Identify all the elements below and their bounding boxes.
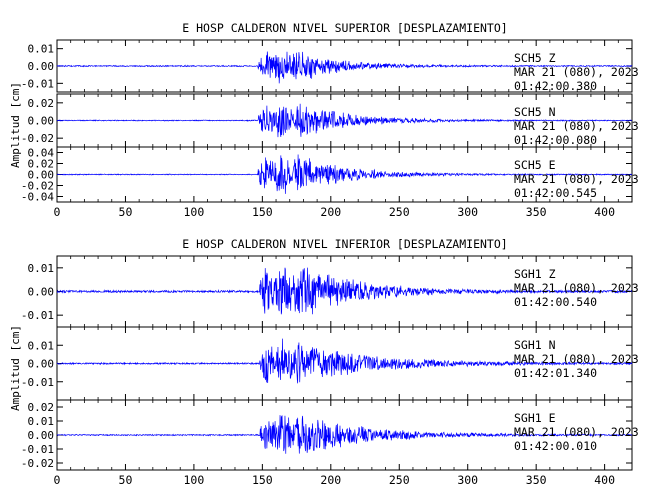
station-label: SCH5 E (514, 158, 556, 172)
y-tick-label: 0.01 (28, 415, 55, 428)
x-tick-label: 300 (457, 205, 478, 219)
y-axis-label: Amplitud [cm] (9, 325, 22, 411)
x-tick-label: 400 (594, 473, 615, 487)
time-label: 01:42:01.340 (514, 366, 597, 380)
y-tick-label: 0.00 (28, 286, 55, 299)
y-tick-label: -0.04 (21, 191, 54, 204)
x-tick-label: 100 (184, 205, 205, 219)
x-tick-label: 150 (252, 473, 273, 487)
y-tick-label: -0.01 (21, 309, 54, 322)
x-tick-label: 0 (54, 473, 61, 487)
y-tick-label: -0.01 (21, 376, 54, 389)
date-label: MAR 21 (080), 2023 (514, 352, 639, 366)
y-tick-label: 0.01 (28, 339, 55, 352)
time-label: 01:42:00.380 (514, 79, 597, 93)
y-tick-label: -0.01 (21, 443, 54, 456)
station-label: SCH5 Z (514, 51, 556, 65)
chart-title: E HOSP CALDERON NIVEL SUPERIOR [DESPLAZA… (182, 21, 507, 35)
waveform-line (56, 338, 633, 384)
y-tick-label: 0.02 (28, 97, 55, 110)
y-tick-label: 0.01 (28, 262, 55, 275)
waveform-line (56, 415, 633, 454)
x-tick-label: 250 (389, 473, 410, 487)
y-tick-label: 0.02 (28, 401, 55, 414)
waveform-line (56, 103, 633, 138)
y-tick-label: 0.02 (28, 158, 55, 171)
x-tick-label: 300 (457, 473, 478, 487)
time-label: 01:42:00.545 (514, 186, 597, 200)
x-tick-label: 50 (119, 205, 133, 219)
time-label: 01:42:00.080 (514, 133, 597, 147)
y-tick-label: -0.02 (21, 132, 54, 145)
x-tick-label: 350 (526, 473, 547, 487)
x-tick-label: 350 (526, 205, 547, 219)
x-tick-label: 100 (184, 473, 205, 487)
x-tick-label: 50 (119, 473, 133, 487)
y-tick-label: 0.04 (28, 147, 55, 160)
date-label: MAR 21 (080), 2023 (514, 119, 639, 133)
date-label: MAR 21 (080), 2023 (514, 425, 639, 439)
waveform-line (56, 51, 633, 84)
x-tick-label: 200 (320, 473, 341, 487)
x-tick-label: 200 (320, 205, 341, 219)
y-tick-label: -0.02 (21, 180, 54, 193)
y-tick-label: 0.00 (28, 429, 55, 442)
chart-title: E HOSP CALDERON NIVEL INFERIOR [DESPLAZA… (182, 237, 507, 251)
station-label: SGH1 Z (514, 267, 556, 281)
y-tick-label: -0.01 (21, 77, 54, 90)
x-tick-label: 400 (594, 205, 615, 219)
x-tick-label: 0 (54, 205, 61, 219)
station-label: SCH5 N (514, 105, 556, 119)
x-tick-label: 250 (389, 205, 410, 219)
time-label: 01:42:00.010 (514, 439, 597, 453)
y-tick-label: 0.00 (28, 115, 55, 128)
time-label: 01:42:00.540 (514, 295, 597, 309)
date-label: MAR 21 (080), 2023 (514, 65, 639, 79)
station-label: SGH1 N (514, 338, 556, 352)
y-tick-label: 0.00 (28, 60, 55, 73)
waveform-line (56, 267, 633, 315)
y-tick-label: 0.00 (28, 358, 55, 371)
y-tick-label: -0.02 (21, 457, 54, 470)
x-tick-label: 150 (252, 205, 273, 219)
waveform-line (56, 154, 633, 194)
y-tick-label: 0.01 (28, 43, 55, 56)
y-tick-label: 0.00 (28, 169, 55, 182)
station-label: SGH1 E (514, 411, 556, 425)
date-label: MAR 21 (080), 2023 (514, 281, 639, 295)
date-label: MAR 21 (080), 2023 (514, 172, 639, 186)
y-axis-label: Amplitud [cm] (9, 82, 22, 168)
